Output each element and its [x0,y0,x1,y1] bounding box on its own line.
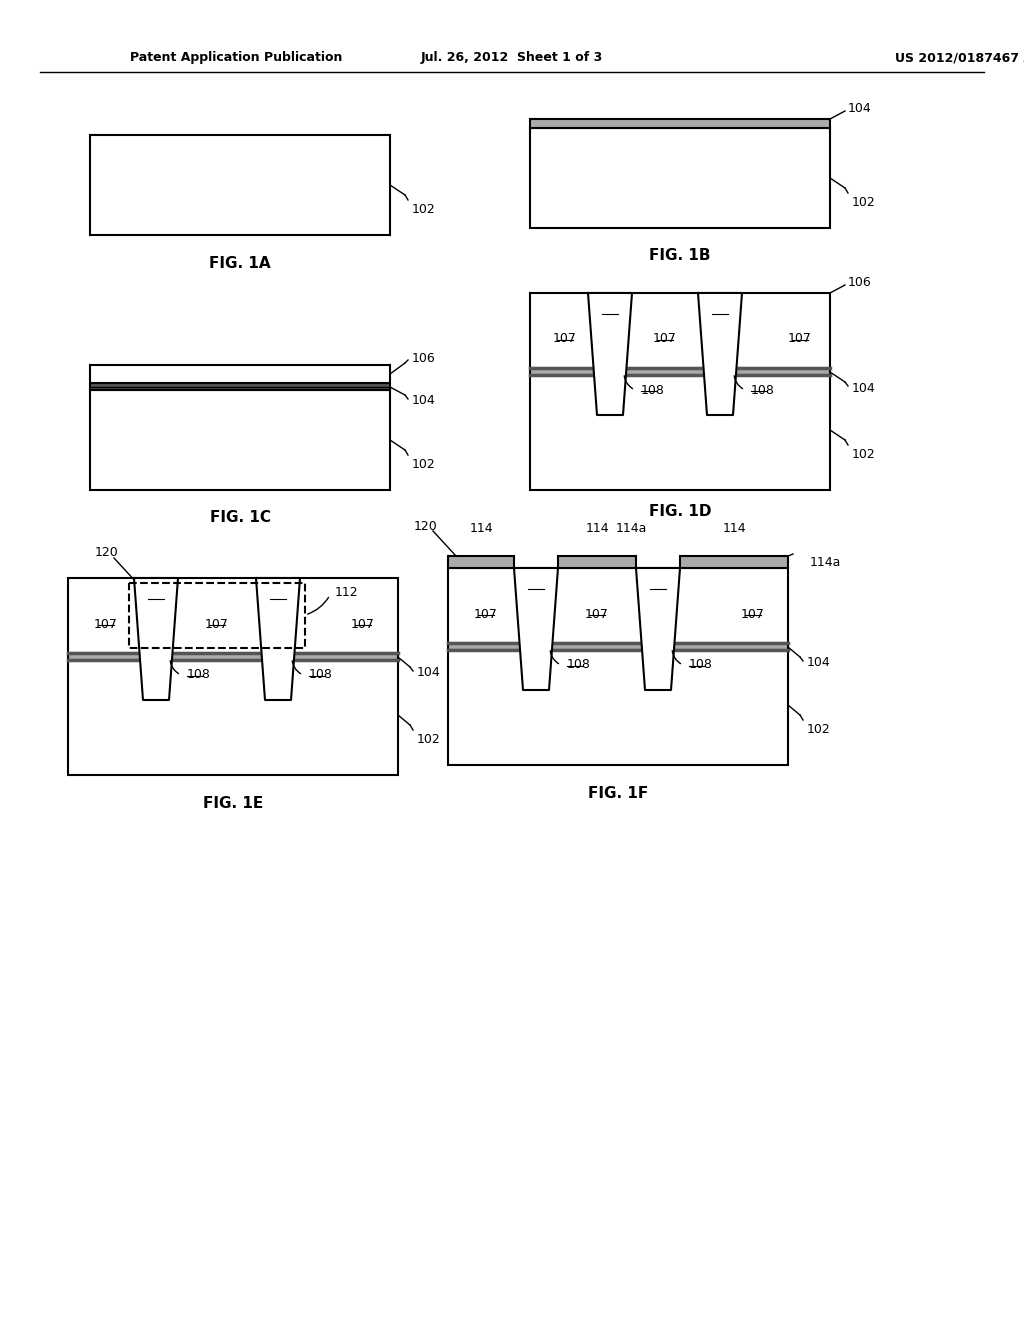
Text: 102: 102 [852,195,876,209]
Text: US 2012/0187467 A1: US 2012/0187467 A1 [895,51,1024,65]
Text: 110: 110 [266,591,290,605]
FancyBboxPatch shape [68,660,398,775]
Text: 108: 108 [187,668,211,681]
Text: 102: 102 [417,733,440,746]
Text: 106: 106 [412,351,436,364]
FancyBboxPatch shape [449,568,788,643]
Text: FIG. 1F: FIG. 1F [588,785,648,800]
Text: 110: 110 [646,582,670,594]
FancyBboxPatch shape [530,375,830,490]
Text: FIG. 1A: FIG. 1A [209,256,270,271]
Text: FIG. 1D: FIG. 1D [649,504,712,520]
Text: 110: 110 [709,306,732,319]
Text: 107: 107 [474,607,498,620]
Text: 114: 114 [469,521,493,535]
FancyBboxPatch shape [90,383,390,389]
FancyBboxPatch shape [68,578,398,653]
FancyBboxPatch shape [449,649,788,766]
Text: 102: 102 [852,447,876,461]
Polygon shape [256,578,300,700]
Text: 102: 102 [412,458,436,471]
Text: Patent Application Publication: Patent Application Publication [130,51,342,65]
Text: 107: 107 [653,333,677,346]
Text: 114a: 114a [615,521,647,535]
FancyBboxPatch shape [90,366,390,383]
FancyBboxPatch shape [90,389,390,490]
Text: 108: 108 [309,668,333,681]
Polygon shape [698,293,742,414]
Text: 107: 107 [553,333,577,346]
Polygon shape [636,568,680,690]
FancyBboxPatch shape [68,653,398,660]
Text: 120: 120 [95,546,119,560]
FancyBboxPatch shape [680,556,788,568]
Text: 104: 104 [412,395,436,408]
Text: 108: 108 [751,384,775,396]
Bar [129,583,305,648]
Text: 108: 108 [641,384,665,396]
Text: 114a: 114a [810,556,842,569]
Text: FIG. 1C: FIG. 1C [210,511,270,525]
Text: 108: 108 [689,659,713,672]
FancyBboxPatch shape [530,119,830,128]
Text: 104: 104 [807,656,830,669]
FancyBboxPatch shape [449,643,788,649]
Text: 114: 114 [585,521,609,535]
Text: 108: 108 [567,659,591,672]
Text: 112: 112 [335,586,358,599]
Text: 114: 114 [722,521,745,535]
Text: 104: 104 [852,381,876,395]
Text: 102: 102 [412,203,436,216]
Text: 107: 107 [788,333,812,346]
Polygon shape [588,293,632,414]
FancyBboxPatch shape [530,368,830,375]
Polygon shape [134,578,178,700]
Text: 110: 110 [524,582,548,594]
Text: 107: 107 [585,607,609,620]
Text: 107: 107 [94,618,118,631]
Text: 106: 106 [848,276,871,289]
Text: FIG. 1E: FIG. 1E [203,796,263,810]
Text: 104: 104 [417,667,440,680]
FancyBboxPatch shape [449,556,514,568]
Polygon shape [514,568,558,690]
FancyBboxPatch shape [90,135,390,235]
Text: 120: 120 [414,520,438,532]
Text: 110: 110 [144,591,168,605]
Text: FIG. 1B: FIG. 1B [649,248,711,264]
Text: 107: 107 [741,607,765,620]
Text: 107: 107 [205,618,229,631]
Text: 102: 102 [807,723,830,737]
FancyBboxPatch shape [558,556,636,568]
FancyBboxPatch shape [530,293,830,368]
Text: 104: 104 [848,103,871,116]
Text: 107: 107 [351,618,375,631]
Text: 110: 110 [598,306,622,319]
FancyBboxPatch shape [530,128,830,228]
Text: Jul. 26, 2012  Sheet 1 of 3: Jul. 26, 2012 Sheet 1 of 3 [421,51,603,65]
